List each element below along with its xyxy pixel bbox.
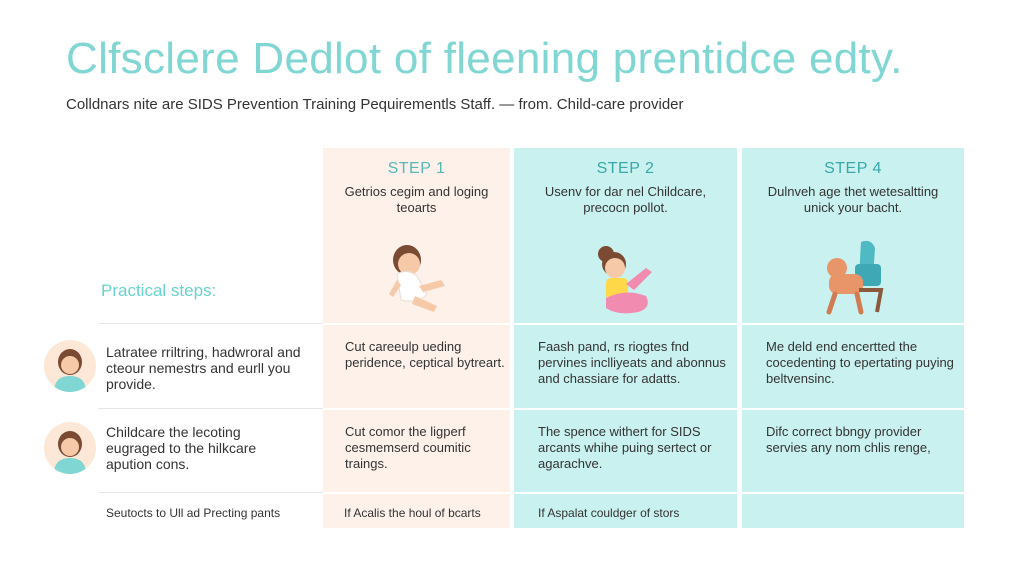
row-separator bbox=[323, 408, 964, 410]
step-1-text: Getrios cegim and loging teoarts bbox=[344, 184, 489, 215]
row-2-label: Childcare the lecoting eugraged to the h… bbox=[106, 424, 257, 472]
baby-sleeping-illustration bbox=[388, 245, 445, 312]
step-column-2: STEP 2 Usenv for dar nel Childcare, prec… bbox=[514, 148, 737, 528]
row-1-cell-3: Me deld end encertted the cocedenting to… bbox=[766, 339, 954, 386]
footer-row-label: Seutocts to Ull ad Precting pants bbox=[106, 506, 281, 520]
row-separator bbox=[323, 323, 964, 325]
row-separator bbox=[323, 492, 964, 494]
row-1-cell-2: Faash pand, rs riogtes fnd pervines incl… bbox=[538, 339, 726, 386]
caregiver-avatar bbox=[44, 340, 96, 392]
step-column-1: STEP 1 Getrios cegim and loging teoarts bbox=[323, 148, 510, 528]
step-2-text: Usenv for dar nel Childcare, precocn pol… bbox=[544, 184, 707, 215]
row-2-cell-2: The spence withert for SIDS arcants whih… bbox=[538, 424, 712, 471]
caregiver-avatar bbox=[44, 422, 96, 474]
step-1-label: STEP 1 bbox=[387, 160, 446, 177]
row-1-cell-1: Cut careeulp ueding peridence, ceptical … bbox=[345, 339, 505, 370]
toddler-illustration bbox=[597, 246, 652, 314]
left-separator bbox=[98, 492, 323, 493]
toy-rocker-illustration bbox=[826, 240, 884, 315]
row-2-cell-1: Cut comor the ligperf cesmemserd coumiti… bbox=[345, 424, 471, 471]
step-2-label: STEP 2 bbox=[596, 160, 655, 177]
page-subtitle: Colldnars nite are SIDS Prevention Train… bbox=[66, 96, 684, 113]
row-1-label: Latratee rriltring, hadwroral and cteour… bbox=[106, 344, 301, 392]
page-title: Clfsclere Dedlot of fleening prentidce e… bbox=[66, 34, 903, 83]
left-separator bbox=[98, 323, 323, 324]
step-3-label: STEP 4 bbox=[824, 160, 882, 177]
footer-cell-1: If Acalis the houl of bcarts bbox=[344, 506, 481, 520]
row-2-cell-3: Difc correct bbngy provider servies any … bbox=[766, 424, 931, 455]
step-3-text: Dulnveh age thet wetesaltting unick your… bbox=[767, 184, 939, 215]
footer-cell-2: If Aspalat couldger of stors bbox=[538, 506, 680, 520]
step-column-3: STEP 4 Dulnveh age thet wetesaltting uni… bbox=[742, 148, 964, 528]
left-separator bbox=[98, 408, 323, 409]
practical-steps-heading: Practical steps: bbox=[101, 281, 217, 300]
